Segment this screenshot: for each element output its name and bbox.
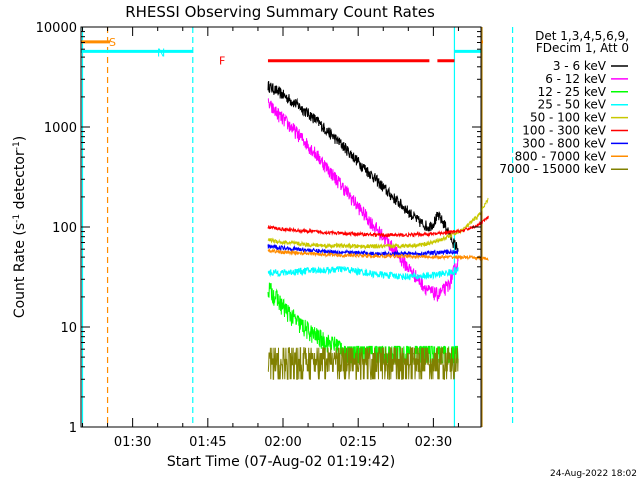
legend-header-line-2: FDecim 1, Att 0	[536, 41, 629, 55]
x-tick-label: 02:15	[339, 435, 376, 450]
x-axis: 01:30 01:45 02:00 02:15 02:30	[82, 27, 459, 450]
legend-header-line-1: Det 1,3,4,5,6,9,	[535, 29, 629, 43]
x-tick-label: 01:45	[189, 435, 226, 450]
y-axis-label-mid: detector	[12, 150, 28, 214]
legend-label: 50 - 100 keV	[530, 111, 607, 125]
series-line	[267, 197, 489, 250]
data-series	[267, 80, 489, 380]
series-line	[267, 98, 459, 302]
series-line	[267, 266, 459, 281]
legend-label: 7000 - 15000 keV	[499, 162, 606, 176]
y-axis-label-end: )	[12, 136, 28, 141]
legend: Det 1,3,4,5,6,9, FDecim 1, Att 0 3 - 6 k…	[499, 29, 629, 176]
legend-label: 6 - 12 keV	[545, 72, 607, 86]
y-tick-label: 1000	[44, 121, 77, 136]
legend-label: 800 - 7000 keV	[515, 149, 607, 163]
y-tick-label: 10	[60, 321, 77, 336]
chart-title: RHESSI Observing Summary Count Rates	[125, 3, 435, 21]
y-tick-label: 10000	[36, 21, 77, 36]
legend-label: 100 - 300 keV	[522, 124, 606, 138]
y-tick-label: 100	[52, 221, 77, 236]
y-tick-label: 1	[69, 421, 77, 436]
flare-flag-label: F	[219, 55, 225, 68]
series-line	[267, 248, 489, 262]
series-line	[267, 80, 459, 253]
y-axis-label-sup1: -1	[12, 214, 22, 223]
legend-label: 25 - 50 keV	[538, 98, 607, 112]
footer-timestamp: 24-Aug-2022 18:02	[550, 469, 637, 479]
x-tick-label: 01:30	[114, 435, 151, 450]
x-tick-label: 02:30	[415, 435, 452, 450]
y-axis-label: Count Rate (s-1 detector-1)	[12, 136, 28, 318]
legend-label: 12 - 25 keV	[538, 85, 607, 99]
y-axis: 1 10 100 1000 10000	[36, 21, 481, 436]
saa-flag-label: S	[109, 36, 116, 49]
legend-label: 300 - 800 keV	[522, 136, 606, 150]
x-tick-label: 02:00	[264, 435, 301, 450]
y-axis-label-sup2: -1	[12, 141, 22, 150]
x-axis-label: Start Time (07-Aug-02 01:19:42)	[167, 454, 395, 470]
series-line	[267, 243, 459, 258]
legend-label: 3 - 6 keV	[553, 59, 607, 73]
series-line	[267, 347, 459, 380]
night-flag-label: N	[157, 46, 165, 59]
y-axis-label-main: Count Rate (s	[12, 223, 28, 318]
series-line	[267, 215, 489, 239]
